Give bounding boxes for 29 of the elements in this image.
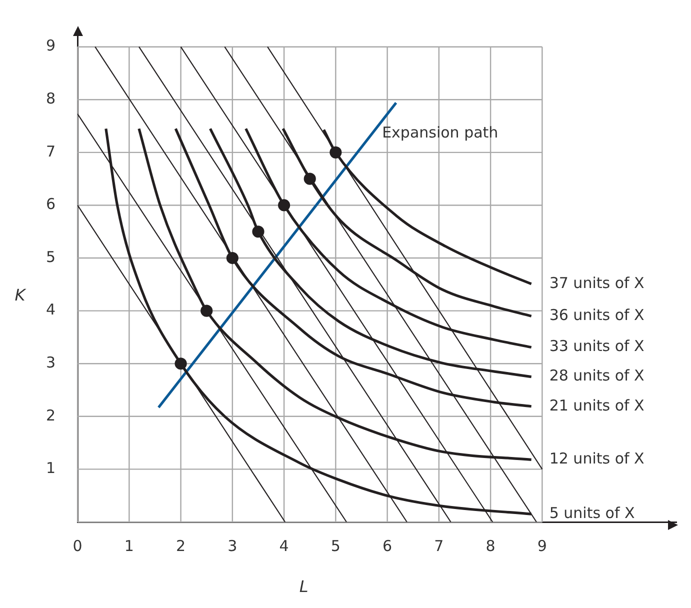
y-tick-label: 9 bbox=[46, 36, 56, 55]
y-tick-label: 4 bbox=[46, 300, 56, 319]
y-axis-title: K bbox=[14, 286, 27, 305]
x-tick-label: 6 bbox=[382, 536, 392, 555]
series-label: 12 units of X bbox=[549, 450, 644, 468]
y-tick-label: 7 bbox=[46, 142, 56, 160]
x-tick-label: 8 bbox=[486, 536, 496, 555]
y-tick-label: 2 bbox=[46, 406, 56, 424]
series-label: 37 units of X bbox=[549, 274, 644, 292]
x-tick-label: 2 bbox=[176, 536, 186, 555]
series-label: 36 units of X bbox=[549, 306, 644, 324]
x-tick-label: 1 bbox=[124, 536, 134, 555]
y-tick-label: 5 bbox=[46, 248, 56, 266]
x-tick-label: 0 bbox=[72, 536, 82, 555]
series-label: 5 units of X bbox=[549, 504, 635, 522]
x-tick-label: 5 bbox=[330, 536, 340, 555]
series-label: 21 units of X bbox=[549, 396, 644, 414]
x-tick-label: 7 bbox=[434, 536, 444, 555]
series-label: 33 units of X bbox=[549, 337, 644, 356]
y-tick-label: 6 bbox=[46, 195, 56, 214]
y-tick-label: 1 bbox=[46, 459, 56, 478]
x-tick-label: 9 bbox=[537, 536, 547, 555]
x-axis-title: L bbox=[299, 577, 308, 596]
series-label: Expansion path bbox=[382, 124, 498, 142]
y-tick-label: 3 bbox=[46, 354, 56, 372]
x-tick-label: 3 bbox=[228, 536, 238, 555]
series-label: 28 units of X bbox=[549, 366, 644, 385]
y-tick-label: 8 bbox=[46, 90, 56, 108]
x-tick-label: 4 bbox=[279, 536, 289, 555]
